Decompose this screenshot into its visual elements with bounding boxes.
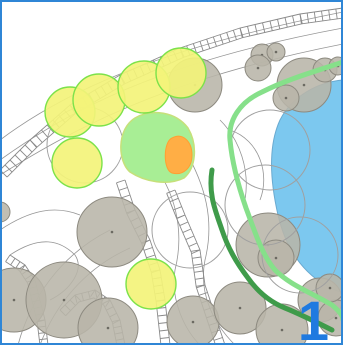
proposed-tree[interactable]: [72, 73, 126, 127]
tree-trunk-marker: [302, 83, 306, 87]
tree-trunk-marker: [274, 256, 278, 260]
tree-trunk-marker: [284, 96, 288, 100]
proposed-tree[interactable]: [51, 137, 103, 189]
existing-tree[interactable]: [166, 295, 220, 345]
proposed-tree[interactable]: [155, 47, 207, 99]
existing-tree[interactable]: [0, 201, 11, 223]
tree-trunk-marker: [106, 326, 110, 330]
proposed-tree[interactable]: [125, 258, 177, 310]
page-number: 1: [297, 289, 329, 345]
tree-trunk-marker: [110, 230, 114, 234]
tree-trunk-marker: [280, 328, 284, 332]
tree-trunk-marker: [12, 298, 16, 302]
path-light-green: [227, 59, 343, 323]
tree-trunk-marker: [62, 298, 66, 302]
tree-trunk-marker: [274, 50, 278, 54]
path-dark-green: [208, 167, 335, 333]
tree-trunk-marker: [256, 66, 260, 70]
proposed-trees: [44, 47, 207, 310]
tree-trunk-marker: [328, 286, 332, 290]
tree-trunk-marker: [238, 306, 242, 310]
tree-trunk-marker: [334, 316, 338, 320]
accent-shrub[interactable]: [164, 135, 193, 175]
tree-trunk-marker: [191, 320, 195, 324]
existing-tree[interactable]: [77, 297, 139, 345]
